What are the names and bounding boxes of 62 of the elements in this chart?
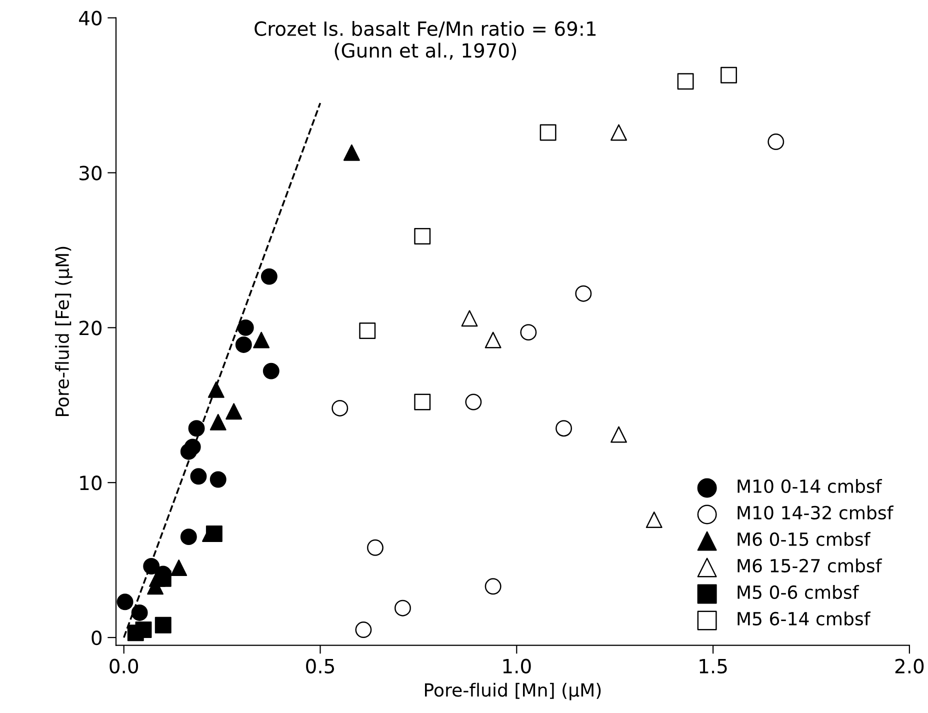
y-axis-title: Pore-fluid [Fe] (μM) [55,246,73,416]
y-tick-label: 40 [79,10,102,26]
legend-label: M6 0-15 cmbsf [738,532,871,546]
point [170,560,188,576]
point [210,471,226,488]
point [143,558,160,574]
point [135,622,152,638]
point [465,394,482,410]
x-axis-title: Pore-fluid [Mn] (μM) [425,682,601,700]
y-tick-label: 20 [79,320,102,336]
point [646,512,662,528]
point [359,322,376,340]
point [610,426,628,443]
y-tick-label: 0 [92,630,102,646]
annotation: Crozet Is. basalt Fe/Mn ratio = 69:1 (Gunn et al., 1970) [254,20,596,60]
point [768,134,784,150]
x-tick-label: 1.5 [700,659,727,674]
point [237,319,254,336]
point [154,616,172,634]
point [610,124,628,141]
point [677,73,694,90]
point [484,332,502,348]
point [520,324,537,341]
legend-label: M5 0-6 cmbsf [738,585,860,600]
y-tick-label: 10 [80,476,102,490]
point [575,285,592,302]
point [188,420,205,437]
point [226,403,242,420]
point [367,539,384,556]
point [190,468,207,485]
legend-label: M6 15-27 cmbsf [738,558,882,573]
point [720,66,737,84]
y-tick-label: 30 [80,166,102,180]
point [208,381,224,398]
point [540,124,556,141]
point [235,336,252,353]
legend-label: M5 6-14 cmbsf [738,612,871,626]
point [184,438,201,456]
x-tick-label: 0.5 [306,658,334,674]
point [414,394,431,410]
legend-label: M10 0-14 cmbsf [738,479,882,494]
point [253,332,270,348]
point [332,400,348,416]
point [355,622,372,638]
point [180,528,197,546]
point [484,578,502,595]
x-tick-label: 2.0 [895,658,924,674]
point [210,414,226,430]
x-tick-label: 1.0 [503,658,531,674]
point [343,144,360,161]
point [260,268,278,285]
legend-label: M10 14-32 cmbsf [738,506,894,520]
point [414,228,431,244]
point [154,570,172,587]
point [206,525,222,542]
x-tick-label: 0.0 [110,658,138,674]
point [116,594,134,610]
point [262,362,280,380]
point [556,420,572,437]
point [394,600,411,616]
point [131,604,148,621]
point [461,310,478,327]
